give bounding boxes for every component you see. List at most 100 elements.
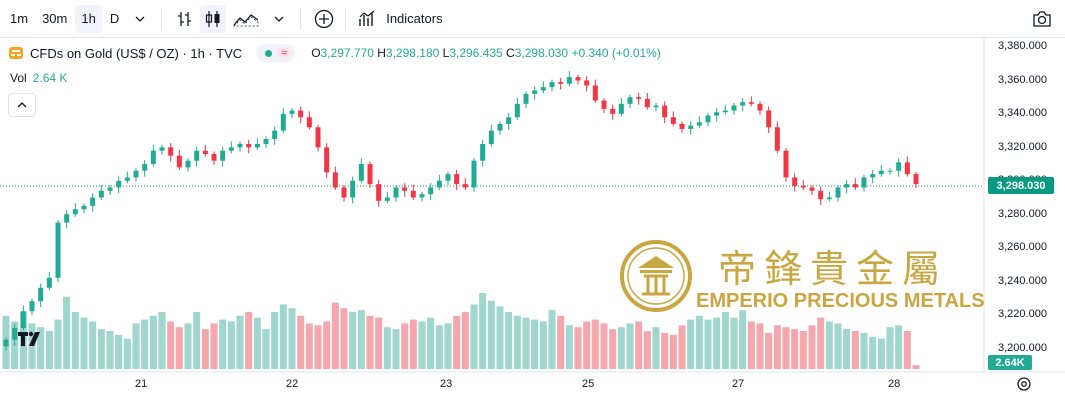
volume-bar	[227, 321, 235, 369]
time-tick-label: 21	[135, 378, 148, 390]
candle-body	[913, 174, 919, 185]
candle-body	[904, 162, 910, 175]
candle-body	[436, 180, 442, 188]
candle-body	[254, 143, 260, 148]
volume-bar	[71, 312, 79, 369]
volume-bar	[487, 300, 495, 369]
candle-body	[350, 180, 356, 198]
candle-body	[3, 339, 9, 347]
candle-body	[142, 164, 148, 171]
volume-bar	[132, 323, 140, 369]
candle-body	[679, 123, 685, 129]
candle-body	[133, 170, 139, 178]
area-chart-type-icon[interactable]	[228, 5, 264, 33]
volume-bar	[175, 327, 183, 369]
indicators-button[interactable]: Indicators	[356, 5, 448, 33]
volume-bar	[557, 315, 565, 369]
candle-body	[445, 174, 451, 181]
candle-body	[887, 170, 893, 172]
candle-body	[566, 77, 572, 84]
candle-body	[558, 82, 564, 84]
collapse-legend-button[interactable]	[8, 93, 36, 117]
toolbar-divider	[345, 7, 347, 30]
candle-body	[835, 187, 841, 198]
volume-bar	[765, 332, 773, 369]
symbol-title[interactable]: CFDs on Gold (US$ / OZ) · 1h · TVC	[30, 45, 243, 61]
symbol-legend: CFDs on Gold (US$ / OZ) · 1h · TVC ≈ O3,…	[8, 44, 661, 62]
tradingview-logo[interactable]	[16, 328, 46, 348]
toolbar-divider	[300, 7, 302, 30]
volume-bar	[141, 319, 149, 369]
volume-bar	[357, 310, 365, 369]
volume-value: 2.64 K	[32, 71, 68, 85]
volume-bar	[63, 296, 71, 369]
candle-body	[618, 103, 624, 114]
candle-body	[64, 214, 70, 223]
volume-legend: Vol 2.64 K	[10, 71, 67, 85]
time-tick-label: 25	[582, 378, 595, 390]
volume-bar	[669, 334, 677, 369]
current-volume-tag: 2.64K	[988, 355, 1032, 370]
interval-30m-button[interactable]: 30m	[42, 11, 68, 26]
price-tick-label: 3,260.000	[998, 241, 1047, 253]
candle-body	[298, 110, 304, 118]
candle-body	[211, 154, 217, 161]
volume-bar	[28, 323, 36, 369]
price-tick-label: 3,340.000	[998, 107, 1047, 119]
volume-bar	[652, 327, 660, 369]
candle-body	[696, 122, 702, 126]
candle-body	[116, 180, 122, 188]
volume-bar	[626, 323, 634, 369]
volume-bar	[522, 317, 530, 369]
candle-body	[575, 77, 581, 81]
volume-bar	[97, 329, 105, 369]
candle-body	[844, 184, 850, 188]
candle-body	[289, 110, 295, 114]
watermark-chinese-text: 帝鋒貴金屬	[718, 247, 949, 291]
interval-1m-button[interactable]: 1m	[10, 11, 29, 26]
interval-dropdown-chevron-icon[interactable]	[127, 5, 153, 33]
candles-chart-type-icon[interactable]	[200, 4, 227, 33]
candle-body	[584, 80, 590, 86]
volume-bar	[539, 321, 547, 369]
volume-bar	[288, 308, 296, 369]
volume-bar	[617, 327, 625, 369]
bar-chart-type-icon[interactable]	[172, 5, 198, 33]
volume-bar	[444, 323, 452, 369]
candle-body	[592, 85, 598, 101]
candle-body	[662, 105, 668, 118]
volume-bar	[375, 317, 383, 369]
compare-add-symbol-icon[interactable]	[311, 5, 337, 33]
interval-d-button[interactable]: D	[109, 11, 120, 26]
time-tick-label: 27	[732, 378, 745, 390]
candle-body	[81, 205, 87, 210]
volume-bar	[513, 315, 521, 369]
candle-body	[462, 184, 468, 188]
market-status-pill[interactable]: ≈	[256, 44, 296, 62]
volume-bar	[106, 331, 114, 369]
volume-bar	[37, 327, 45, 369]
candle-body	[792, 177, 798, 186]
volume-bar	[730, 317, 738, 369]
price-tick-label: 3,240.000	[998, 274, 1047, 287]
candle-body	[367, 164, 373, 185]
screenshot-camera-icon[interactable]	[1029, 5, 1055, 33]
candle-body	[12, 327, 18, 340]
candle-body	[688, 125, 694, 129]
candle-body	[107, 187, 113, 191]
volume-bar	[687, 319, 695, 369]
volume-bar	[123, 338, 131, 369]
candle-body	[870, 174, 876, 178]
volume-bar	[903, 331, 911, 369]
candle-body	[532, 90, 538, 94]
volume-bar	[331, 302, 339, 369]
volume-bar	[323, 321, 331, 369]
interval-1h-button[interactable]: 1h	[75, 4, 102, 33]
volume-bar	[695, 315, 703, 369]
candle-body	[740, 102, 746, 106]
volume-bar	[609, 329, 617, 369]
volume-bar	[401, 323, 409, 369]
chart-type-dropdown-chevron-icon[interactable]	[266, 5, 292, 33]
chart-settings-icon[interactable]	[1016, 376, 1034, 394]
